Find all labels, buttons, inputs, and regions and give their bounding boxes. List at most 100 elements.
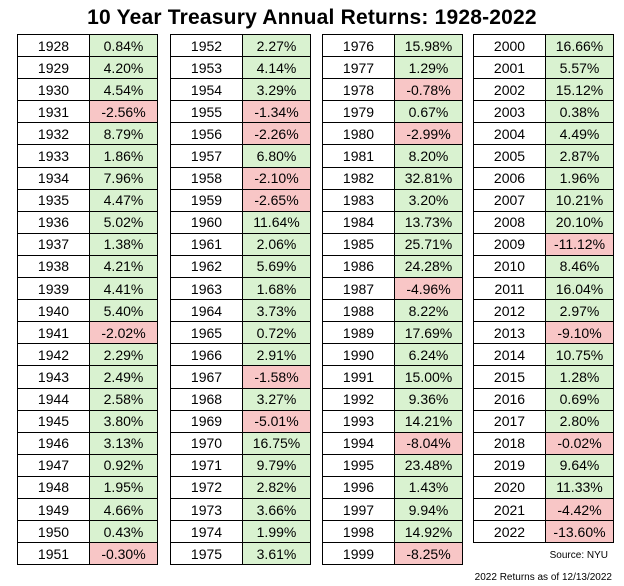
table-row: 1965 0.72%	[170, 321, 311, 345]
year-cell: 2001	[473, 56, 546, 80]
year-cell: 1930	[17, 78, 90, 102]
positive-return-cell: 4.47%	[89, 188, 158, 212]
year-cell: 1932	[17, 122, 90, 146]
positive-return-cell: 9.64%	[545, 453, 614, 477]
table-row: 1954 3.29%	[170, 78, 311, 102]
table-row: 1966 2.91%	[170, 343, 311, 367]
year-cell: 1971	[170, 453, 243, 477]
table-row: 1945 3.80%	[17, 409, 158, 433]
negative-return-cell: -4.42%	[545, 497, 614, 522]
year-cell: 1968	[170, 387, 243, 411]
year-cell: 2008	[473, 210, 546, 234]
positive-return-cell: 5.69%	[242, 254, 311, 279]
positive-return-cell: 10.21%	[545, 188, 614, 212]
positive-return-cell: 16.75%	[242, 431, 311, 455]
table-row: 1944 2.58%	[17, 387, 158, 411]
year-cell: 1983	[322, 188, 395, 212]
positive-return-cell: 16.66%	[545, 33, 614, 58]
footnote: 2022 Returns as of 12/13/2022	[474, 572, 612, 583]
year-cell: 1990	[322, 343, 395, 367]
year-cell: 1999	[322, 542, 395, 566]
negative-return-cell: -2.02%	[89, 321, 158, 345]
table-row: 1978 -0.78%	[322, 78, 463, 102]
table-row: 1935 4.47%	[17, 188, 158, 212]
returns-column-4: 2000 16.66% 2001 5.57% 2002 15.12% 2003 0.38% 20…	[473, 33, 614, 544]
table-row: 1934 7.96%	[17, 166, 158, 190]
returns-column-3: 1976 15.98% 1977 1.29% 1978 -0.78% 1979 0.67% 19…	[322, 33, 463, 566]
positive-return-cell: 0.92%	[89, 453, 158, 477]
table-row: 1952 2.27%	[170, 33, 311, 58]
negative-return-cell: -1.58%	[242, 365, 311, 389]
positive-return-cell: 20.10%	[545, 210, 614, 234]
positive-return-cell: 5.02%	[89, 210, 158, 234]
positive-return-cell: 15.12%	[545, 78, 614, 102]
table-row: 1977 1.29%	[322, 56, 463, 80]
positive-return-cell: 2.80%	[545, 409, 614, 433]
table-row: 2021 -4.42%	[473, 497, 614, 522]
year-cell: 1953	[170, 56, 243, 80]
table-row: 1961 2.06%	[170, 232, 311, 256]
table-row: 2013 -9.10%	[473, 321, 614, 345]
negative-return-cell: -11.12%	[545, 232, 614, 256]
year-cell: 1950	[17, 520, 90, 544]
table-row: 2008 20.10%	[473, 210, 614, 234]
table-row: 1938 4.21%	[17, 254, 158, 279]
positive-return-cell: 3.13%	[89, 431, 158, 455]
table-row: 1963 1.68%	[170, 277, 311, 301]
year-cell: 1940	[17, 299, 90, 323]
year-cell: 1958	[170, 166, 243, 190]
positive-return-cell: 3.61%	[242, 542, 311, 566]
year-cell: 1986	[322, 254, 395, 279]
table-row: 2009 -11.12%	[473, 232, 614, 256]
table-row: 1980 -2.99%	[322, 122, 463, 146]
year-cell: 1942	[17, 343, 90, 367]
year-cell: 1979	[322, 100, 395, 124]
negative-return-cell: -2.10%	[242, 166, 311, 190]
table-row: 2004 4.49%	[473, 122, 614, 146]
positive-return-cell: 24.28%	[394, 254, 463, 279]
table-row: 1971 9.79%	[170, 453, 311, 477]
year-cell: 1934	[17, 166, 90, 190]
year-cell: 1970	[170, 431, 243, 455]
year-cell: 1948	[17, 475, 90, 499]
positive-return-cell: 25.71%	[394, 232, 463, 256]
positive-return-cell: 5.57%	[545, 56, 614, 80]
year-cell: 1997	[322, 497, 395, 522]
table-row: 1933 1.86%	[17, 144, 158, 168]
year-cell: 1954	[170, 78, 243, 102]
table-row: 1979 0.67%	[322, 100, 463, 124]
year-cell: 1961	[170, 232, 243, 256]
positive-return-cell: 2.29%	[89, 343, 158, 367]
positive-return-cell: 2.49%	[89, 365, 158, 389]
negative-return-cell: -8.25%	[394, 542, 463, 566]
year-cell: 2010	[473, 254, 546, 279]
positive-return-cell: 2.87%	[545, 144, 614, 168]
table-row: 1946 3.13%	[17, 431, 158, 455]
positive-return-cell: 15.00%	[394, 365, 463, 389]
table-row: 1974 1.99%	[170, 520, 311, 544]
positive-return-cell: 5.40%	[89, 299, 158, 323]
year-cell: 1992	[322, 387, 395, 411]
positive-return-cell: 2.06%	[242, 232, 311, 256]
positive-return-cell: 2.91%	[242, 343, 311, 367]
year-cell: 1964	[170, 299, 243, 323]
positive-return-cell: 8.79%	[89, 122, 158, 146]
table-row: 1992 9.36%	[322, 387, 463, 411]
positive-return-cell: 3.27%	[242, 387, 311, 411]
year-cell: 1955	[170, 100, 243, 124]
year-cell: 1981	[322, 144, 395, 168]
year-cell: 2016	[473, 387, 546, 411]
positive-return-cell: 11.33%	[545, 475, 614, 499]
returns-column-1: 1928 0.84% 1929 4.20% 1930 4.54% 1931 -2.56% 193…	[17, 33, 158, 566]
year-cell: 1943	[17, 365, 90, 389]
year-cell: 2013	[473, 321, 546, 345]
table-row: 1990 6.24%	[322, 343, 463, 367]
negative-return-cell: -9.10%	[545, 321, 614, 345]
positive-return-cell: 0.67%	[394, 100, 463, 124]
positive-return-cell: 2.82%	[242, 475, 311, 499]
positive-return-cell: 16.04%	[545, 277, 614, 301]
positive-return-cell: 8.20%	[394, 144, 463, 168]
positive-return-cell: 13.73%	[394, 210, 463, 234]
year-cell: 1987	[322, 277, 395, 301]
table-row: 1972 2.82%	[170, 475, 311, 499]
